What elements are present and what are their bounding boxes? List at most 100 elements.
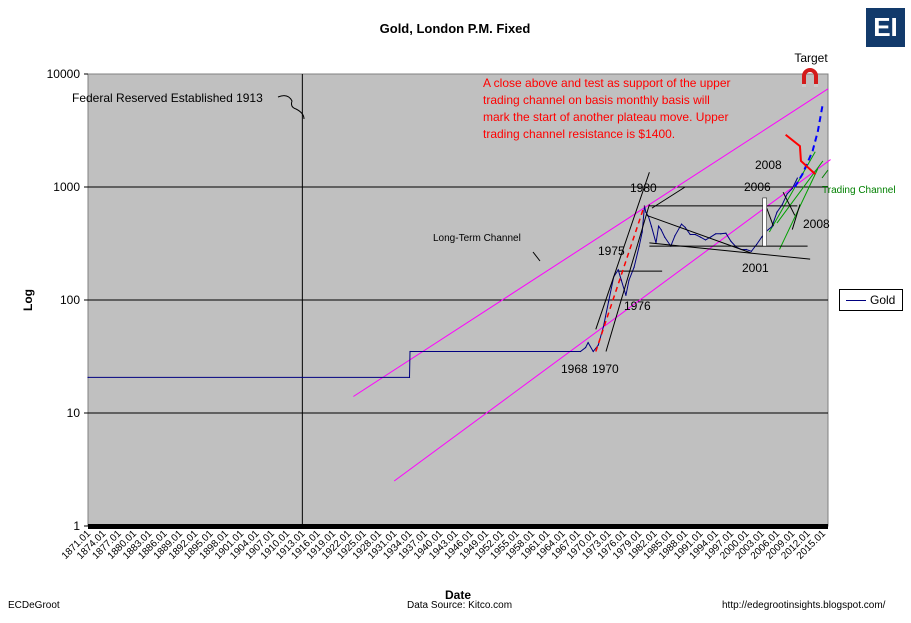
data-point-gold [592, 350, 594, 353]
data-point-gold [720, 233, 722, 235]
data-point-gold [625, 294, 627, 296]
trend-1975-1980 [595, 172, 650, 330]
label-1975: 1975 [598, 244, 625, 258]
data-point-gold [650, 225, 653, 227]
data-point-gold [584, 346, 587, 349]
legend-swatch-gold [846, 300, 866, 301]
chart-title: Gold, London P.M. Fixed [380, 21, 531, 36]
line-1980-2001 [646, 214, 752, 254]
data-point-gold [633, 266, 635, 268]
magnet-tip-right [814, 84, 818, 87]
x-tick-labels: 1871.011874.011877.011880.011883.011886.… [60, 528, 829, 562]
annotation-note-line-1: A close above and test as support of the… [483, 76, 731, 90]
label-1976: 1976 [624, 299, 651, 313]
data-point-gold [638, 245, 640, 247]
series-layer [87, 103, 824, 378]
data-point-gold [628, 279, 630, 281]
data-point-gold [730, 240, 732, 243]
data-point-gold [796, 177, 798, 179]
data-point-gold [617, 269, 619, 271]
y-tick-label-1000: 1000 [53, 180, 80, 194]
long-term-channel-pointer [532, 251, 541, 262]
data-point-gold [689, 233, 691, 236]
data-point-gold [660, 228, 662, 231]
data-point-gold [579, 350, 582, 353]
label-2001: 2001 [742, 261, 769, 275]
annotation-fed-1913: Federal Reserved Established 1913 [72, 91, 263, 105]
x-axis-title: Date [445, 588, 471, 602]
data-point-gold [680, 223, 683, 225]
label-2008-bottom: 2008 [803, 217, 830, 231]
footer-author: ECDeGroot [8, 600, 60, 611]
red-dashed-trend [595, 205, 645, 352]
magnet-tip-left [802, 84, 806, 87]
data-point-gold [664, 236, 666, 238]
x-axis-bar [88, 524, 828, 529]
data-point-gold [704, 239, 707, 241]
data-point-gold [715, 233, 717, 235]
data-point-gold [641, 231, 643, 233]
data-point-gold [587, 341, 589, 344]
footer-source: Data Source: Kitco.com [407, 600, 513, 611]
annotation-long-term-channel: Long-Term Channel [433, 233, 521, 244]
annotation-note-line-3: mark the start of another plateau move. … [483, 110, 728, 124]
projection-line [793, 103, 824, 188]
legend: Gold [839, 289, 903, 311]
y-tick-label-10: 10 [67, 406, 81, 420]
y-tick-labels: 1 10 100 1000 10000 [47, 67, 88, 533]
ei-logo: EI [866, 8, 905, 47]
annotations: Federal Reserved Established 1913 Long-Te… [72, 51, 896, 376]
data-point-gold [755, 243, 758, 246]
data-point-gold [694, 233, 696, 236]
data-point-gold [750, 250, 753, 252]
label-2008-top: 2008 [755, 158, 782, 172]
arrow-2008-a [782, 191, 796, 216]
arrow-2008-b [791, 204, 801, 230]
fall-1980-2001 [651, 186, 686, 209]
green-channel-upper [768, 151, 816, 233]
y-tick-label-1: 1 [73, 519, 80, 533]
data-point-gold [602, 326, 605, 328]
data-point-gold [725, 232, 727, 234]
white-marker-bar [762, 197, 767, 247]
data-point-gold [776, 211, 778, 213]
trading-channel-pointer [821, 169, 829, 179]
data-point-gold [771, 226, 773, 228]
data-point-gold [786, 193, 788, 195]
overlay-lines [595, 133, 816, 352]
legend-label-gold: Gold [870, 293, 896, 307]
red-target-line [785, 133, 816, 175]
label-1970: 1970 [592, 362, 619, 376]
data-point-gold [761, 236, 763, 238]
fed-arrow [277, 95, 305, 120]
data-point-gold [781, 204, 783, 206]
data-point-gold [597, 344, 599, 346]
data-point-gold [710, 236, 712, 238]
falling-wedge [649, 242, 811, 260]
data-point-gold [791, 187, 793, 190]
grid [88, 74, 828, 526]
data-point-gold [745, 248, 747, 251]
data-point-gold [87, 376, 89, 378]
data-point-gold [620, 279, 622, 281]
footer-url[interactable]: http://edegrootinsights.blogspot.com/ [722, 600, 886, 611]
green-channel-mid [776, 160, 824, 224]
upper-channel-line [353, 88, 829, 397]
y-tick-label-10000: 10000 [47, 67, 81, 81]
trend-1976-1980 [605, 204, 650, 352]
data-point-gold [699, 236, 702, 238]
data-point-gold [409, 350, 411, 353]
annotation-note-line-2: trading channel on basis monthly basis w… [483, 93, 710, 107]
data-point-gold [607, 300, 610, 303]
data-point-gold [645, 211, 647, 213]
arrow-2006 [766, 207, 774, 227]
magnet-icon [802, 68, 818, 86]
label-1980: 1980 [630, 181, 657, 195]
y-axis-title: Log [21, 289, 35, 311]
data-point-gold [674, 235, 676, 237]
data-point-gold [657, 225, 660, 227]
channel-lines [353, 88, 831, 482]
annotation-note-line-4: trading channel resistance is $1400. [483, 127, 675, 141]
lower-channel-line [393, 159, 831, 482]
